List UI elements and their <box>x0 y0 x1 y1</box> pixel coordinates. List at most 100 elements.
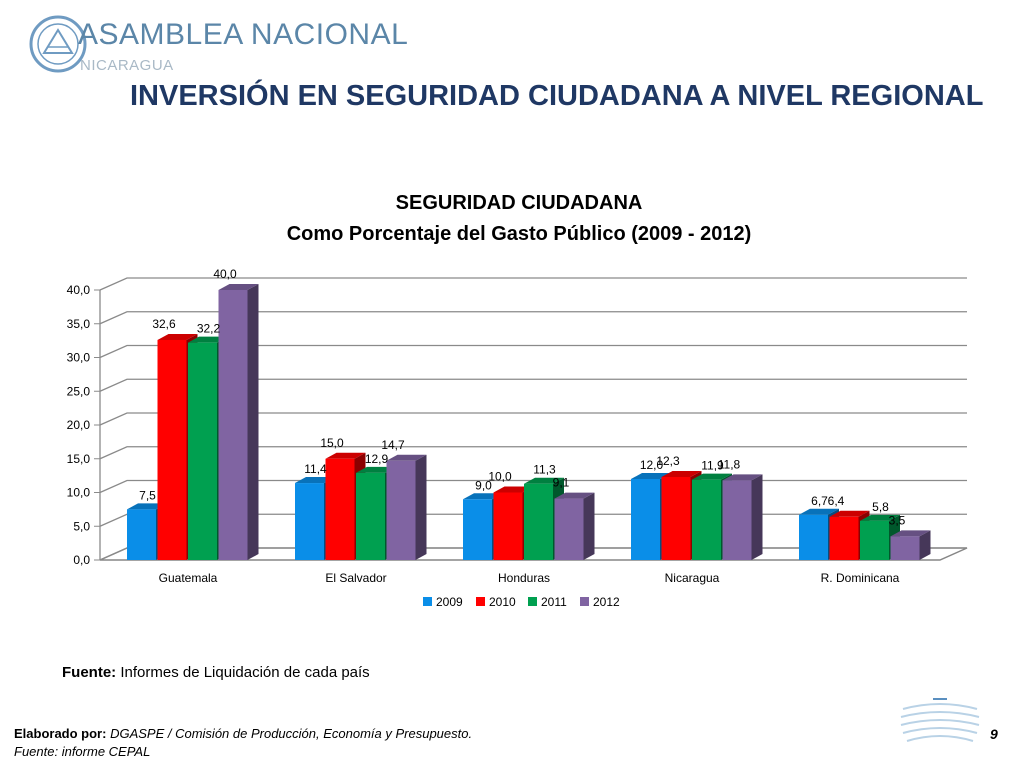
bar-top <box>799 508 839 515</box>
bars-layer <box>127 284 931 560</box>
bar <box>524 483 553 560</box>
bar-top <box>386 454 427 461</box>
nicaragua-seal-icon <box>29 15 87 73</box>
bar <box>386 460 416 560</box>
legend-label: 2010 <box>489 595 516 609</box>
bar <box>722 480 752 560</box>
data-label: 11,8 <box>718 457 741 471</box>
bar-side <box>415 454 427 560</box>
bar-side <box>247 284 259 560</box>
y-tick-label: 40,0 <box>67 283 91 297</box>
labels-layer: 7,5 32,6 32,2 40,0 11,4 15,0 12,914,7 9,010,0 11… <box>139 267 906 527</box>
data-label: 12,3 <box>656 454 680 468</box>
slide-title: INVERSIÓN EN SEGURIDAD CIUDADANA A NIVEL… <box>130 80 984 112</box>
y-tick-label: 15,0 <box>67 452 91 466</box>
bar <box>554 498 584 560</box>
x-tick-label: R. Dominicana <box>821 571 900 585</box>
bar <box>493 492 523 560</box>
bar-top <box>860 514 900 521</box>
data-label: 11,4 <box>304 462 327 476</box>
legend-label: 2012 <box>593 595 620 609</box>
data-label: 40,0 <box>213 267 237 281</box>
assembly-logo-icon <box>900 698 980 742</box>
data-label: 10,0 <box>488 470 512 484</box>
data-label: 5,8 <box>872 500 889 514</box>
legend-swatch <box>423 597 432 606</box>
bar <box>356 472 385 560</box>
source-text: Informes de Liquidación de cada país <box>120 664 370 681</box>
data-label: 6,7 <box>811 494 828 508</box>
bar <box>218 290 248 560</box>
y-tick-label: 20,0 <box>67 418 91 432</box>
bar-top <box>463 493 503 500</box>
bar <box>631 479 660 560</box>
data-label: 6,4 <box>828 494 845 508</box>
data-label: 3,5 <box>889 513 906 527</box>
bar-top <box>631 473 671 479</box>
bar <box>325 458 355 560</box>
bar <box>157 339 187 560</box>
bar <box>127 509 156 560</box>
footer-source: Fuente: informe CEPAL <box>14 744 151 759</box>
data-label: 32,2 <box>197 322 221 336</box>
bar-top <box>356 466 396 473</box>
bar <box>661 476 691 560</box>
header-logo <box>28 14 408 76</box>
gridline <box>99 412 967 426</box>
data-label: 14,7 <box>381 438 405 452</box>
data-label: 11,9 <box>701 459 724 473</box>
x-tick-label: Honduras <box>498 571 550 585</box>
bar <box>463 499 492 560</box>
bar-top <box>493 486 534 493</box>
bar-top <box>554 492 595 499</box>
bar-top <box>829 510 870 517</box>
bar-top <box>188 336 228 343</box>
bar <box>890 536 920 560</box>
bar-top <box>218 284 259 290</box>
org-subtitle: NICARAGUA <box>80 57 174 74</box>
legend-swatch <box>580 597 589 606</box>
legend-swatch <box>528 597 537 606</box>
x-tick-label: El Salvador <box>325 571 386 585</box>
credit-text: DGASPE / Comisión de Producción, Economí… <box>110 726 473 741</box>
bar-top <box>325 452 366 459</box>
bar-side <box>583 492 595 560</box>
data-label: 15,0 <box>320 436 344 450</box>
y-tick-label: 0,0 <box>73 553 90 567</box>
source-label: Fuente: <box>62 664 117 681</box>
bar-top <box>890 530 931 537</box>
bar <box>692 479 721 560</box>
bar-side <box>919 530 931 560</box>
bar-top <box>127 503 167 510</box>
bar <box>860 520 889 560</box>
bar-chart: SEGURIDAD CIUDADANA Como Porcentaje del … <box>67 192 968 609</box>
bar-side <box>751 474 763 560</box>
credit-label: Elaborado por: <box>14 726 107 741</box>
data-label: 9,1 <box>553 476 570 490</box>
bar <box>829 516 859 560</box>
bar-top <box>722 474 763 481</box>
chart-title: SEGURIDAD CIUDADANA <box>396 192 643 214</box>
data-label: 12,0 <box>640 458 664 472</box>
y-tick-label: 25,0 <box>67 384 91 398</box>
bar-top <box>661 470 702 477</box>
org-name: ASAMBLEA NACIONAL <box>78 18 409 51</box>
gridline <box>99 277 967 291</box>
legend-swatch <box>476 597 485 606</box>
gridline <box>99 311 967 325</box>
bar-top <box>524 477 564 484</box>
bar-top <box>157 333 198 340</box>
y-tick-label: 35,0 <box>67 317 91 331</box>
legend: 2009 2010 2011 2012 <box>423 595 620 609</box>
x-tick-label: Guatemala <box>159 571 218 585</box>
bar <box>188 342 217 560</box>
axis-layer: 0,0 5,0 10,0 15,0 20,0 25,0 30,0 35,0 40,0 Guatem… <box>67 283 900 585</box>
page-number: 9 <box>990 726 998 742</box>
data-label: 32,6 <box>152 317 176 331</box>
legend-label: 2011 <box>541 595 567 609</box>
bar-top <box>692 473 732 480</box>
x-tick-label: Nicaragua <box>665 571 720 585</box>
chart-subtitle: Como Porcentaje del Gasto Público (2009 … <box>287 223 752 245</box>
data-label: 7,5 <box>139 488 156 502</box>
data-label: 11,3 <box>533 463 556 477</box>
